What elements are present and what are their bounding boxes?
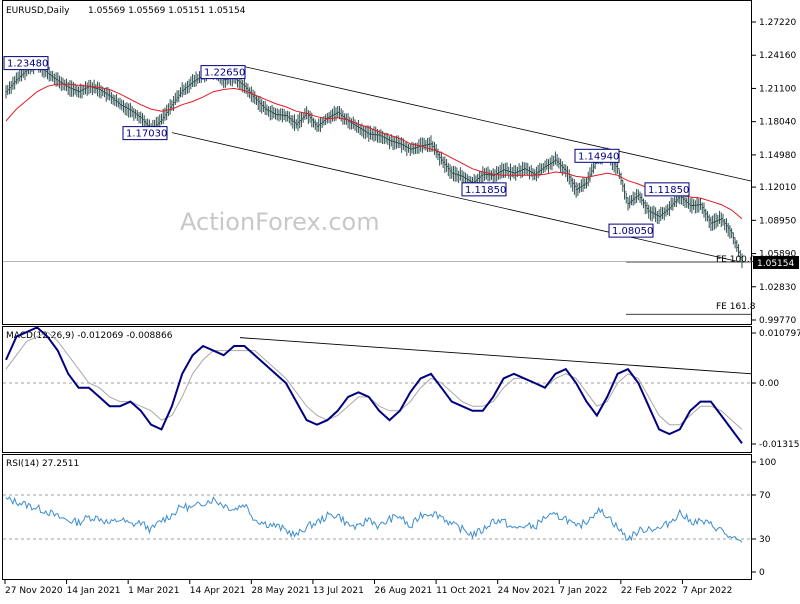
macd-y-tick-label: -0.013158: [759, 440, 800, 450]
x-tick-label: 24 Nov 2021: [498, 586, 556, 596]
price-callout-box: [608, 223, 654, 238]
price-y-tick-label: 1.05890: [759, 250, 796, 260]
x-tick-label: 11 Oct 2021: [436, 586, 492, 596]
axes-layer: 1.27220 1.24160 1.21100 1.18040 1.14980 1.120…: [4, 18, 800, 596]
watermark: ActionForex.com: [180, 208, 380, 236]
price-y-tick-label: 1.08950: [759, 216, 796, 226]
price-y-tick-label: 1.14980: [759, 151, 796, 161]
macd-trendline: [239, 337, 753, 375]
x-tick-label: 7 Jan 2022: [559, 586, 607, 596]
channel-line: [171, 132, 741, 263]
price-callout-box: [200, 65, 246, 80]
callout-layer: 1.23480 1.17030 1.22650 1.11850 1.14940 1.080…: [3, 56, 690, 238]
price-y-tick-label: 1.18040: [759, 118, 796, 128]
macd-layer: [3, 326, 753, 444]
price-callout-label: 1.08050: [612, 226, 653, 237]
x-tick-label: 14 Jan 2021: [67, 586, 121, 596]
pane-frames: [2, 0, 752, 580]
x-tick-label: 13 Jul 2021: [313, 586, 364, 596]
price-callout-label: 1.11850: [465, 185, 506, 196]
price-callout-label: 1.11850: [648, 185, 689, 196]
macd-header: MACD(12,26,9) -0.012069 -0.008866: [6, 331, 173, 341]
rsi-y-tick-label: 0: [759, 568, 765, 578]
price-callout-label: 1.23480: [7, 59, 48, 70]
price-pane-frame: [2, 0, 752, 325]
rsi-layer: [3, 494, 752, 543]
rsi-header: RSI(14) 27.2511: [6, 459, 79, 469]
price-callout-box: [644, 182, 690, 197]
x-tick-label: 7 Apr 2022: [682, 586, 732, 596]
price-callout-label: 1.14940: [578, 151, 619, 162]
price-callout-box: [3, 56, 49, 71]
channel-line: [244, 66, 753, 182]
current-price-label: 1.05154: [757, 259, 794, 269]
price-y-tick-label: 1.12010: [759, 183, 796, 193]
price-y-tick-label: 1.02830: [759, 283, 796, 293]
price-callout-label: 1.22650: [204, 68, 245, 79]
fe-161-label: FE 161.8: [716, 302, 756, 312]
rsi-pane-frame: [2, 454, 752, 580]
x-tick-label: 14 Apr 2021: [190, 586, 246, 596]
x-tick-label: 28 May 2021: [251, 586, 310, 596]
x-tick-label: 27 Nov 2020: [5, 586, 63, 596]
macd-y-tick-label: 0.010797: [759, 329, 800, 339]
price-header-ohlc: 1.05569 1.05569 1.05151 1.05154: [88, 6, 246, 16]
price-y-tick-label: 1.27220: [759, 18, 796, 28]
price-callout-box: [574, 148, 620, 163]
macd-pane-frame: [2, 326, 752, 453]
rsi-y-tick-label: 100: [759, 458, 776, 468]
x-tick-label: 26 Aug 2021: [375, 586, 433, 596]
price-y-tick-label: 1.24160: [759, 51, 796, 61]
rsi-y-tick-label: 30: [759, 535, 771, 545]
moving-average-line: [5, 83, 743, 220]
x-tick-label: 1 Mar 2021: [128, 586, 179, 596]
rsi-line: [5, 496, 743, 543]
macd-y-tick-label: 0.00: [759, 379, 779, 389]
fe-100-label: FE 100.0: [716, 255, 756, 265]
rsi-y-tick-label: 70: [759, 491, 771, 501]
price-y-tick-label: 1.21100: [759, 84, 796, 94]
price-y-tick-label: 0.99770: [759, 316, 796, 326]
price-callout-box: [461, 182, 507, 197]
price-header-symbol: EURUSD,Daily: [6, 6, 70, 16]
x-tick-label: 22 Feb 2022: [621, 586, 677, 596]
current-price-tag: [753, 256, 799, 269]
price-callout-box: [122, 126, 168, 141]
price-callout-label: 1.17030: [126, 129, 167, 140]
macd-line: [5, 326, 743, 444]
